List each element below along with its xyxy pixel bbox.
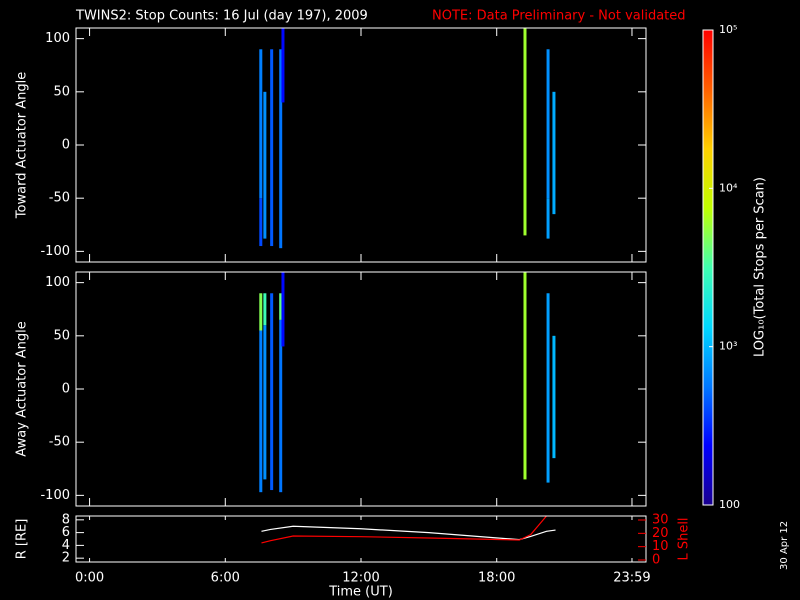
panel bbox=[259, 272, 556, 493]
line bbox=[261, 525, 556, 541]
colorbar-tick-label: 100 bbox=[719, 498, 740, 511]
x-axis-label: Time (UT) bbox=[328, 585, 393, 600]
stripe bbox=[546, 198, 550, 239]
y-tick-label: 4 bbox=[62, 538, 70, 553]
y-tick-label: -100 bbox=[40, 244, 70, 259]
y-axis-label: Toward Actuator Angle bbox=[15, 72, 30, 219]
colorbar bbox=[702, 29, 714, 506]
x-tick-label: 6:00 bbox=[211, 571, 240, 586]
y-tick-label: 0 bbox=[62, 138, 70, 153]
stripe bbox=[546, 49, 550, 199]
y2-tick-label: 30 bbox=[652, 513, 669, 528]
stripe bbox=[281, 272, 285, 347]
y2-axis-label: L Shell bbox=[677, 517, 692, 560]
line bbox=[261, 516, 547, 544]
panel-frame bbox=[75, 27, 647, 263]
date: 30 Apr 12 bbox=[779, 521, 790, 570]
chart-title: TWINS2: Stop Counts: 16 Jul (day 197), 2… bbox=[75, 9, 368, 24]
y2-tick-label: 20 bbox=[652, 526, 669, 541]
stripe bbox=[263, 293, 267, 326]
x-tick-label: 0:00 bbox=[75, 571, 104, 586]
x-tick-label: 12:00 bbox=[342, 571, 379, 586]
panel-frame bbox=[75, 271, 647, 507]
y-tick-label: 2 bbox=[62, 551, 70, 566]
y-tick-label: -50 bbox=[49, 435, 70, 450]
y-axis-label: Away Actuator Angle bbox=[15, 321, 30, 456]
panel bbox=[261, 516, 556, 544]
stripe bbox=[263, 91, 267, 239]
stripe bbox=[546, 293, 550, 483]
colorbar-label: LOG₁₀(Total Stops per Scan) bbox=[753, 177, 768, 357]
x-tick-label: 18:00 bbox=[478, 571, 515, 586]
x-tick-label: 23:59 bbox=[613, 571, 650, 586]
note: NOTE: Data Preliminary - Not validated bbox=[432, 9, 686, 24]
stripe bbox=[279, 319, 283, 493]
stripe bbox=[259, 49, 263, 199]
stripe bbox=[270, 293, 274, 491]
colorbar-tick-label: 10⁴ bbox=[719, 181, 738, 194]
panel bbox=[259, 28, 556, 249]
stripe bbox=[552, 91, 556, 215]
stripe bbox=[263, 325, 267, 480]
colorbar-tick-label: 10³ bbox=[719, 340, 737, 353]
stripe bbox=[279, 293, 283, 320]
stripe bbox=[259, 198, 263, 247]
y-tick-label: 100 bbox=[45, 31, 70, 46]
stripe bbox=[523, 28, 527, 236]
y-tick-label: -50 bbox=[49, 191, 70, 206]
colorbar-tick-label: 10⁵ bbox=[719, 23, 737, 36]
y2-tick-label: 10 bbox=[652, 539, 669, 554]
y-tick-label: 100 bbox=[45, 275, 70, 290]
y-tick-label: 50 bbox=[53, 84, 70, 99]
y-tick-label: 6 bbox=[62, 525, 70, 540]
stripe bbox=[270, 49, 274, 247]
y2-tick-label: 0 bbox=[652, 553, 660, 568]
stripe bbox=[259, 293, 263, 331]
stripe bbox=[279, 49, 283, 249]
y-tick-label: 8 bbox=[62, 512, 70, 527]
stripe bbox=[552, 335, 556, 459]
stripe bbox=[281, 28, 285, 103]
panel-frame bbox=[75, 515, 647, 563]
y-tick-label: 50 bbox=[53, 328, 70, 343]
y-tick-label: 0 bbox=[62, 382, 70, 397]
y-tick-label: -100 bbox=[40, 488, 70, 503]
stripe bbox=[259, 330, 263, 493]
stripe bbox=[523, 272, 527, 480]
y-axis-label: R [RE] bbox=[15, 519, 30, 560]
